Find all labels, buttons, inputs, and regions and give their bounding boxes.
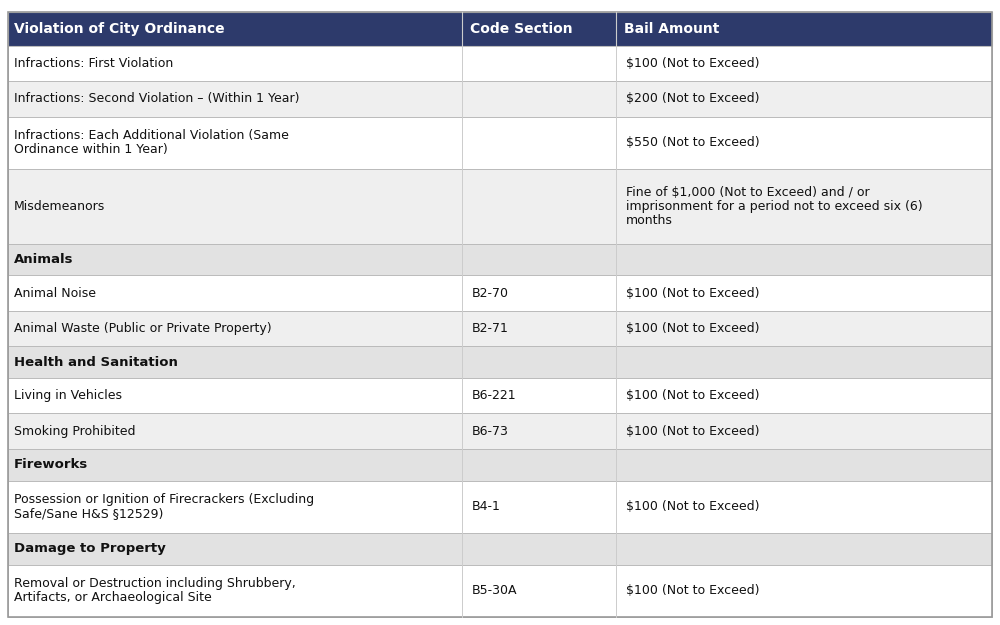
Bar (8, 117, 992, 169)
Text: B2-70: B2-70 (472, 286, 509, 299)
Text: B6-221: B6-221 (472, 389, 517, 402)
Text: Misdemeanors: Misdemeanors (14, 200, 105, 212)
Bar (8, 81, 992, 117)
Text: Health and Sanitation: Health and Sanitation (14, 356, 178, 369)
Text: Animal Noise: Animal Noise (14, 286, 96, 299)
Text: Fireworks: Fireworks (14, 458, 88, 471)
Text: $100 (Not to Exceed): $100 (Not to Exceed) (626, 389, 760, 402)
Text: Ordinance within 1 Year): Ordinance within 1 Year) (14, 143, 168, 156)
Text: Possession or Ignition of Firecrackers (Excluding: Possession or Ignition of Firecrackers (… (14, 493, 314, 506)
Text: Safe/Sane H&S §12529): Safe/Sane H&S §12529) (14, 508, 163, 520)
Text: B4-1: B4-1 (472, 501, 501, 513)
Text: Animal Waste (Public or Private Property): Animal Waste (Public or Private Property… (14, 322, 272, 335)
Text: Infractions: First Violation: Infractions: First Violation (14, 57, 173, 70)
Text: $100 (Not to Exceed): $100 (Not to Exceed) (626, 286, 760, 299)
Text: $100 (Not to Exceed): $100 (Not to Exceed) (626, 322, 760, 335)
Bar (8, 46, 992, 81)
Text: B2-71: B2-71 (472, 322, 509, 335)
Text: months: months (626, 214, 673, 227)
Bar (8, 12, 992, 46)
Text: B5-30A: B5-30A (472, 584, 518, 598)
Text: $100 (Not to Exceed): $100 (Not to Exceed) (626, 584, 760, 598)
Text: Infractions: Second Violation – (Within 1 Year): Infractions: Second Violation – (Within … (14, 92, 300, 106)
Bar (8, 481, 992, 533)
Text: Bail Amount: Bail Amount (624, 22, 719, 36)
Text: Artifacts, or Archaeological Site: Artifacts, or Archaeological Site (14, 591, 212, 604)
Bar (8, 275, 992, 311)
Text: B6-73: B6-73 (472, 425, 509, 438)
Text: Living in Vehicles: Living in Vehicles (14, 389, 122, 402)
Text: Violation of City Ordinance: Violation of City Ordinance (14, 22, 225, 36)
Bar (8, 565, 992, 617)
Text: imprisonment for a period not to exceed six (6): imprisonment for a period not to exceed … (626, 200, 923, 212)
Bar (8, 414, 992, 449)
Bar (8, 311, 992, 346)
Text: $100 (Not to Exceed): $100 (Not to Exceed) (626, 501, 760, 513)
Bar (8, 169, 992, 244)
Bar (8, 346, 992, 378)
Text: $100 (Not to Exceed): $100 (Not to Exceed) (626, 57, 760, 70)
Text: Damage to Property: Damage to Property (14, 542, 166, 556)
Text: Animals: Animals (14, 253, 74, 266)
Bar (8, 378, 992, 414)
Text: Code Section: Code Section (470, 22, 573, 36)
Text: Removal or Destruction including Shrubbery,: Removal or Destruction including Shrubbe… (14, 578, 296, 591)
Text: $200 (Not to Exceed): $200 (Not to Exceed) (626, 92, 760, 106)
Text: Fine of $1,000 (Not to Exceed) and / or: Fine of $1,000 (Not to Exceed) and / or (626, 186, 870, 199)
Bar (8, 244, 992, 275)
Text: Smoking Prohibited: Smoking Prohibited (14, 425, 136, 438)
Bar (8, 449, 992, 481)
Text: Infractions: Each Additional Violation (Same: Infractions: Each Additional Violation (… (14, 129, 289, 142)
Bar (8, 533, 992, 565)
Text: $550 (Not to Exceed): $550 (Not to Exceed) (626, 136, 760, 149)
Text: $100 (Not to Exceed): $100 (Not to Exceed) (626, 425, 760, 438)
